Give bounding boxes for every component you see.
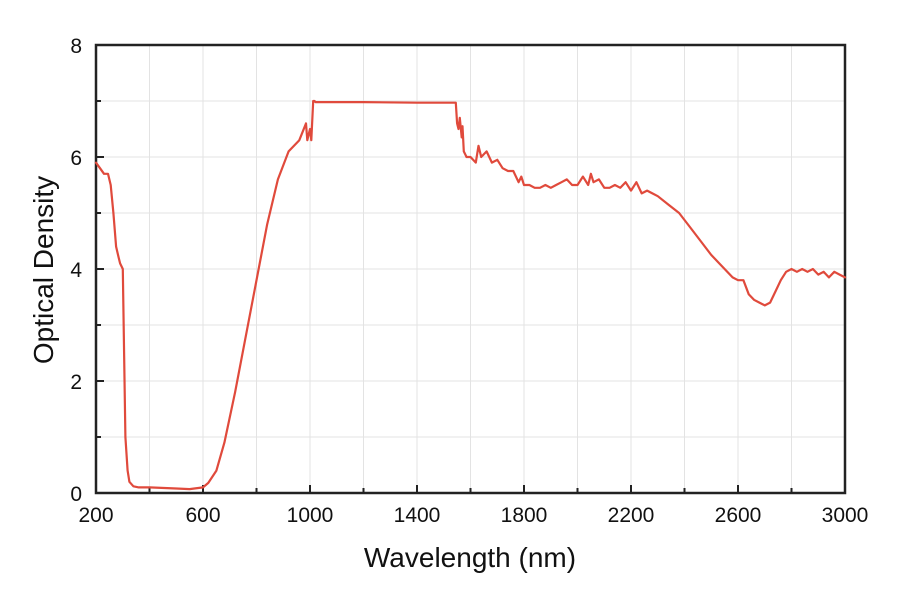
x-tick-label: 2200 <box>608 504 655 527</box>
series-line <box>94 99 847 491</box>
x-axis-title: Wavelength (nm) <box>364 542 576 573</box>
y-tick-label: 2 <box>70 371 82 394</box>
series-group <box>94 99 847 491</box>
x-tick-label: 200 <box>78 504 113 527</box>
x-tick-labels: 200 600 1000 1400 1800 2200 2600 3000 <box>78 504 868 527</box>
x-tick-label: 1400 <box>394 504 441 527</box>
y-tick-label: 0 <box>70 483 82 506</box>
y-tick-labels: 0 2 4 6 8 <box>70 35 82 506</box>
y-axis-title: Optical Density <box>28 176 59 364</box>
x-tick-label: 600 <box>185 504 220 527</box>
y-tick-label: 6 <box>70 147 82 170</box>
x-tick-label: 1800 <box>501 504 548 527</box>
x-tick-label: 3000 <box>822 504 869 527</box>
grid <box>96 45 845 493</box>
y-tick-label: 8 <box>70 35 82 58</box>
y-tick-label: 4 <box>70 259 82 282</box>
x-tick-label: 2600 <box>715 504 762 527</box>
plot-frame <box>94 43 847 495</box>
x-tick-label: 1000 <box>287 504 334 527</box>
